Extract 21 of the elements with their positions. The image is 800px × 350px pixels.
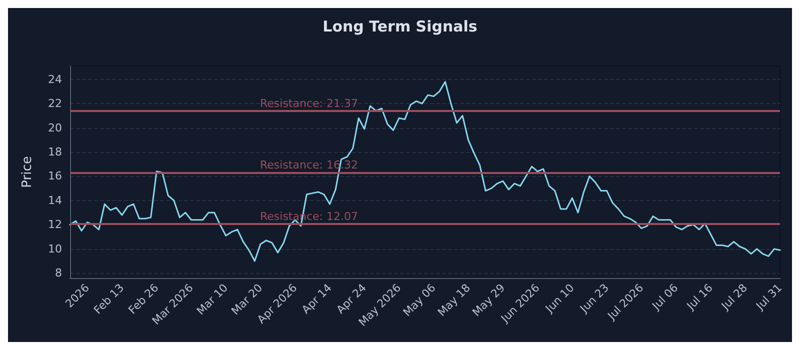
x-tick-label: Jun 10 <box>542 281 577 316</box>
x-tick-label: Jul 16 <box>684 281 716 314</box>
y-tick-label: 22 <box>48 97 62 110</box>
y-tick-label: 10 <box>48 242 62 256</box>
y-tick-label: 16 <box>48 170 62 183</box>
y-tick-label: 8 <box>55 266 62 280</box>
y-tick-label: 14 <box>48 194 62 207</box>
x-tick-label: Feb 13 <box>91 281 127 317</box>
x-tick-label: Jul 31 <box>752 281 785 314</box>
line-series <box>69 81 781 262</box>
x-tick-label: Jul 28 <box>718 281 750 314</box>
y-tick-label: 12 <box>48 218 62 232</box>
y-tick-label: 24 <box>48 72 62 86</box>
x-tick-label: Apr 14 <box>299 281 334 316</box>
x-tick-label: Jul 06 <box>649 281 681 314</box>
ref-line-label: Resistance: 21.37 <box>260 97 358 110</box>
x-tick-label: Mar 10 <box>194 281 230 318</box>
y-tick-label: 20 <box>48 121 62 134</box>
y-tick-label: 18 <box>48 146 62 159</box>
chart-title: Long Term Signals <box>322 18 478 36</box>
y-axis-title: Price <box>20 156 35 188</box>
